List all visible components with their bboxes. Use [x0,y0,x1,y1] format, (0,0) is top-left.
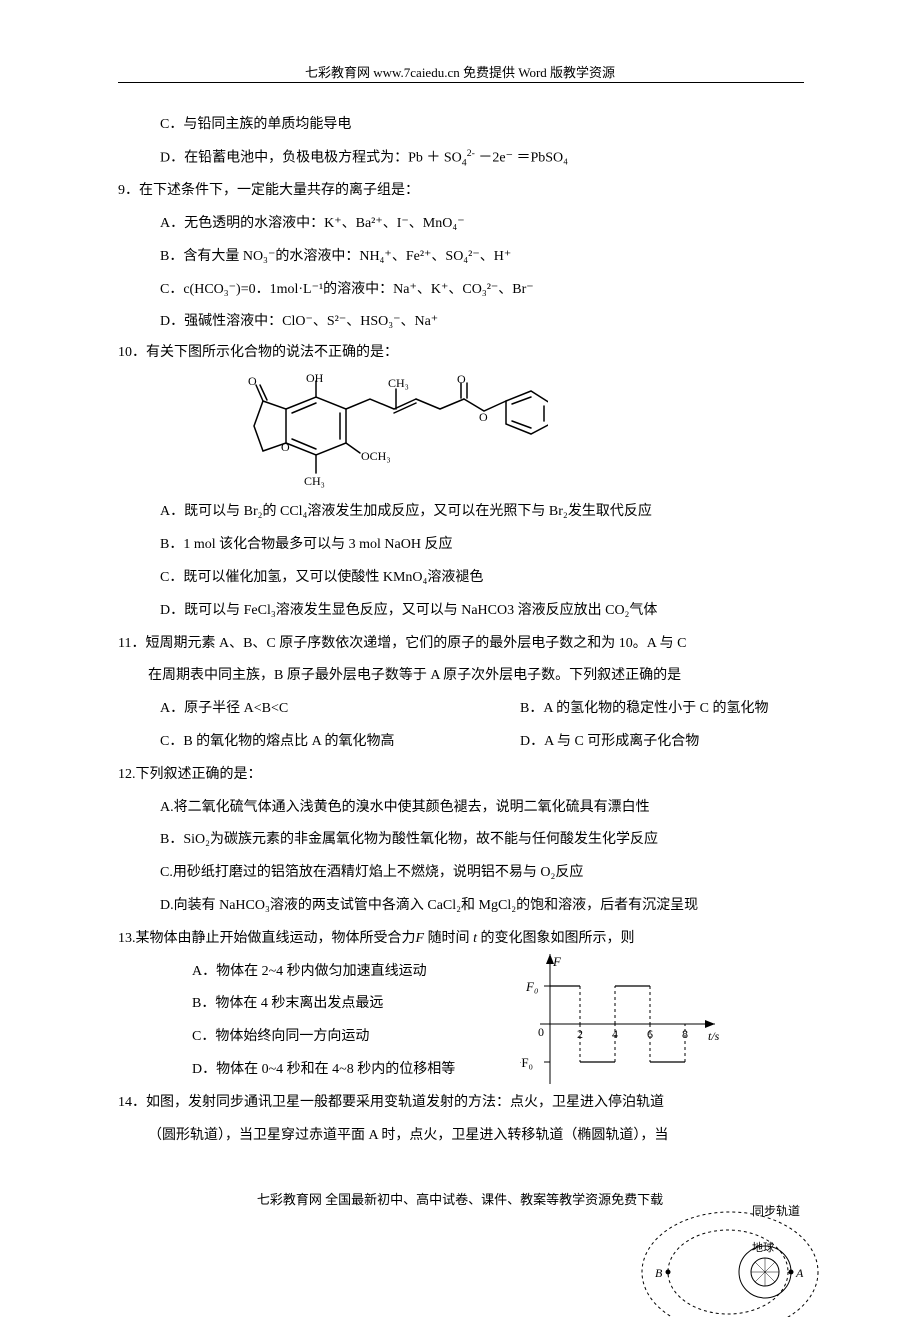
q14-stem-l2: （圆形轨道），当卫星穿过赤道平面 A 时，点火，卫星进入转移轨道（椭圆轨道），当 [118,1121,804,1152]
molecule-figure: OH O O OCH₃ CH₃ O O CH₃ [248,371,804,491]
q12-option-a: A.将二氧化硫气体通入浅黄色的溴水中使其颜色褪去，说明二氧化硫具有漂白性 [118,793,804,824]
orbit-label-earth: 地球 [752,1240,774,1254]
chart-label-zero: 0 [538,1025,544,1039]
q11-option-b: B．A 的氢化物的稳定性小于 C 的氢化物 [520,694,804,725]
q11-option-a: A．原子半径 A<B<C [160,694,520,725]
chart-tick-8: 8 [682,1027,688,1041]
q9-option-d: D．强碱性溶液中：ClO⁻、S²⁻、HSO₃⁻、Na⁺ [118,307,804,338]
chart-label-F0: F₀ [525,979,538,994]
q13-pre: 13.某物体由静止开始做直线运动，物体所受合力 [118,931,416,946]
chart-label-x: t/s [708,1029,720,1043]
q12-stem: 12.下列叙述正确的是： [118,760,804,791]
q11-option-d: D．A 与 C 可形成离子化合物 [520,727,804,758]
q14-orbit: 同步轨道 地球 B A [600,1197,830,1322]
chart-tick-6: 6 [647,1027,653,1041]
mol-label-och3: OCH₃ [361,449,391,463]
molecule-svg: OH O O OCH₃ CH₃ O O CH₃ [248,371,548,491]
q8d-post: －2e⁻ ＝PbSO₄ [475,150,568,165]
q10-stem: 10．有关下图所示化合物的说法不正确的是： [118,340,804,365]
q8d-pre: D．在铅蓄电池中，负极电极方程式为：Pb ＋ SO [160,150,462,165]
q13-stem: 13.某物体由静止开始做直线运动，物体所受合力F 随时间 t 的变化图象如图所示… [118,924,804,955]
mol-label-ch3: CH₃ [304,474,325,488]
q9-stem: 9．在下述条件下，一定能大量共存的离子组是： [118,176,804,207]
q13-mid: 随时间 [428,931,470,946]
orbit-label-A: A [795,1266,804,1280]
header-text: 七彩教育网 www.7caiedu.cn 免费提供 Word 版教学资源 [0,62,920,81]
chart-tick-2: 2 [577,1027,583,1041]
chart-label-negF0: −F₀ [520,1055,533,1070]
q11-row2: C．B 的氧化物的熔点比 A 的氧化物高 D．A 与 C 可形成离子化合物 [118,727,804,758]
q9-option-c: C．c(HCO₃⁻)=0．1mol·L⁻¹的溶液中：Na⁺、K⁺、CO₃²⁻、B… [118,275,804,306]
q11-stem-l1: 11．短周期元素 A、B、C 原子序数依次递增，它们的原子的最外层电子数之和为 … [118,629,804,660]
mol-label-ch3-2: CH₃ [388,376,409,390]
footer-text: 七彩教育网 全国最新初中、高中试卷、课件、教案等教学资源免费下载 [0,1189,920,1208]
mol-label-o2: O [281,440,290,454]
mol-label-o4: O [479,410,488,424]
q12-option-c: C.用砂纸打磨过的铝箔放在酒精灯焰上不燃烧，说明铝不易与 O₂反应 [118,858,804,889]
q12-option-d: D.向装有 NaHCO₃溶液的两支试管中各滴入 CaCl₂和 MgCl₂的饱和溶… [118,891,804,922]
q11-row1: A．原子半径 A<B<C B．A 的氢化物的稳定性小于 C 的氢化物 [118,694,804,725]
orbit-label-B: B [655,1266,663,1280]
q10-option-d: D．既可以与 FeCl₃溶液发生显色反应，又可以与 NaHCO3 溶液反应放出 … [118,596,804,627]
q10-option-b: B．1 mol 该化合物最多可以与 3 mol NaOH 反应 [118,530,804,561]
q10-option-a: A．既可以与 Br₂的 CCl₄溶液发生加成反应，又可以在光照下与 Br₂发生取… [118,497,804,528]
mol-label-o1: O [248,374,257,388]
q11-stem-l2: 在周期表中同主族，B 原子最外层电子数等于 A 原子次外层电子数。下列叙述正确的… [118,661,804,692]
chart-svg: F F₀ −F₀ 0 2 4 6 8 t/s [520,954,730,1104]
q13-chart: F F₀ −F₀ 0 2 4 6 8 t/s [520,954,730,1109]
chart-tick-4: 4 [612,1027,618,1041]
q9-option-a: A．无色透明的水溶液中：K⁺、Ba²⁺、I⁻、MnO₄⁻ [118,209,804,240]
orbit-svg: 同步轨道 地球 B A [600,1197,830,1317]
q12-option-b: B．SiO₂为碳族元素的非金属氧化物为酸性氧化物，故不能与任何酸发生化学反应 [118,825,804,856]
q10-option-c: C．既可以催化加氢，又可以使酸性 KMnO₄溶液褪色 [118,563,804,594]
q11-option-c: C．B 的氧化物的熔点比 A 的氧化物高 [160,727,520,758]
chart-label-F: F [552,954,562,969]
q8-option-c: C．与铅同主族的单质均能导电 [118,110,804,141]
q8-option-d: D．在铅蓄电池中，负极电极方程式为：Pb ＋ SO42- －2e⁻ ＝PbSO₄ [118,143,804,174]
q13-post: 的变化图象如图所示，则 [480,931,634,946]
mol-label-oh: OH [306,371,324,385]
header-divider [118,82,804,83]
q9-option-b: B．含有大量 NO₃⁻的水溶液中：NH₄⁺、Fe²⁺、SO₄²⁻、H⁺ [118,242,804,273]
mol-label-o3: O [457,372,466,386]
